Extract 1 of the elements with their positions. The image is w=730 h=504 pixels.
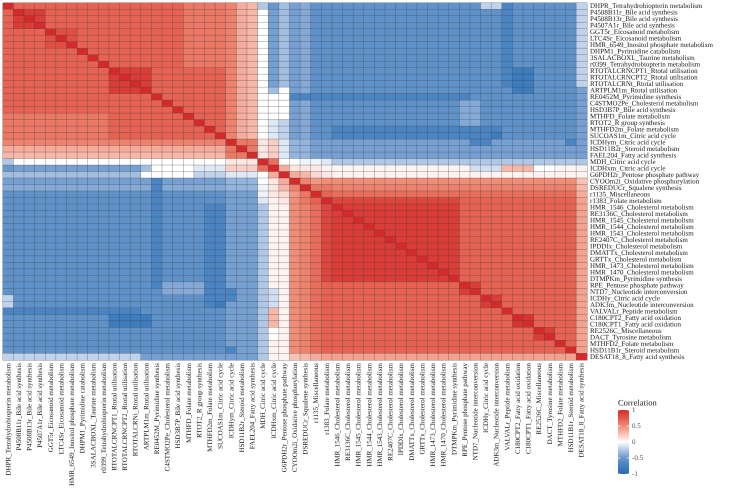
color-bar-title: Correlation xyxy=(618,398,658,408)
